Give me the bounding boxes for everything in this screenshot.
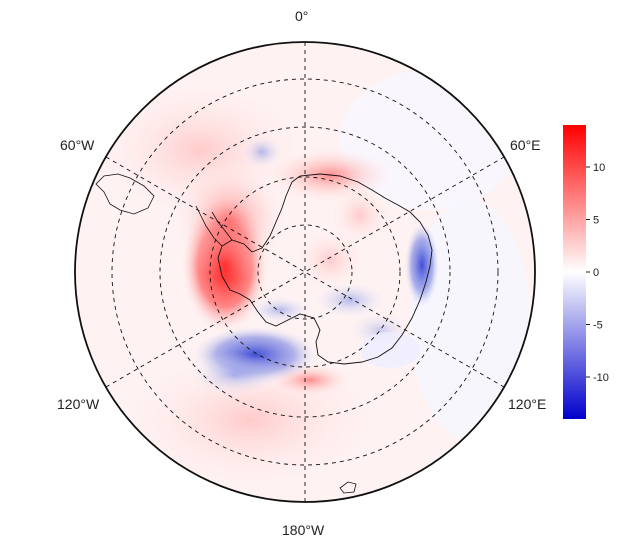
colorbar-ramp [563, 125, 586, 419]
graticule [105, 42, 505, 502]
colorbar-tick-label: 10 [593, 162, 605, 174]
south-america-coastline [95, 173, 155, 215]
longitude-label-lower-left: 120°W [57, 396, 100, 412]
colorbar-tick-label: -10 [593, 372, 609, 384]
longitude-label-lower-right: 120°E [508, 396, 547, 412]
colorbar-tick-label: -5 [593, 320, 603, 332]
longitude-label-upper-left: 60°W [60, 137, 95, 153]
map-boundary [74, 41, 536, 503]
colorbar-tick-label: 0 [593, 267, 599, 279]
colorbar-tick-label: 5 [593, 215, 599, 227]
peninsula-coastline [195, 205, 233, 247]
antarctica-coastline [217, 173, 433, 365]
longitude-label-upper-right: 60°E [510, 137, 541, 153]
longitude-label-bottom: 180°W [282, 522, 325, 538]
new-zealand-coastline [339, 481, 357, 494]
longitude-label-top: 0° [295, 8, 309, 24]
